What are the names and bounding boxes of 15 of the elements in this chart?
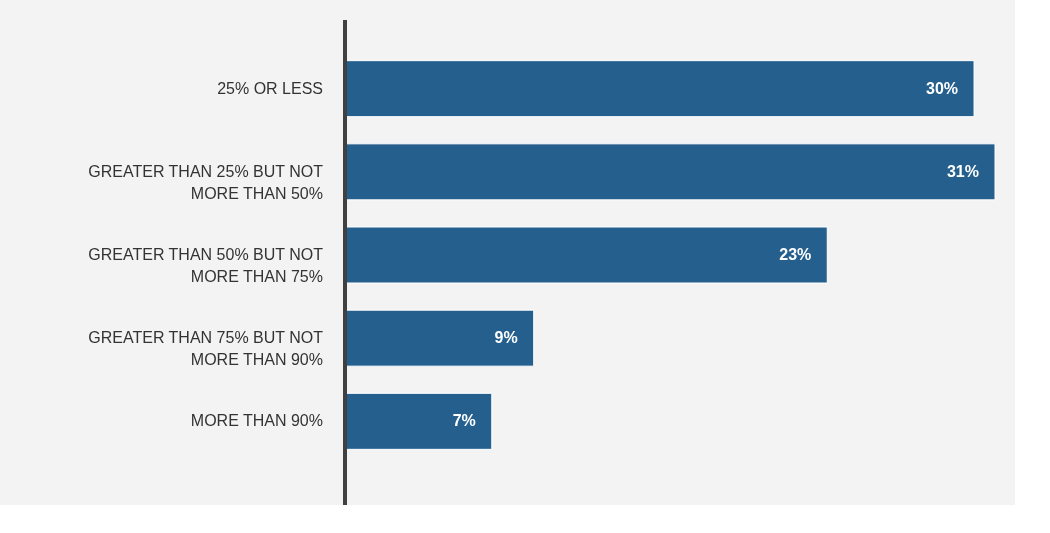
data-label: 23% (779, 246, 812, 263)
bar (344, 60, 975, 118)
data-label: 31% (946, 162, 979, 180)
bar (344, 392, 493, 450)
y-tick-label: GREATER THAN 75% BUT NOT MORE THAN 90% (88, 329, 324, 369)
bar (344, 226, 828, 284)
y-tick-label: 25% OR LESS (217, 79, 323, 97)
y-tick-label: MORE THAN 90% (190, 412, 323, 430)
bar (344, 143, 996, 201)
data-label: 9% (494, 329, 518, 347)
y-tick-label: GREATER THAN 25% BUT NOT MORE THAN 50% (88, 162, 324, 202)
data-label: 7% (452, 412, 476, 430)
y-tick-label: GREATER THAN 50% BUT NOT MORE THAN 75% (88, 246, 324, 285)
bar (344, 309, 535, 367)
data-label: 30% (926, 79, 959, 97)
